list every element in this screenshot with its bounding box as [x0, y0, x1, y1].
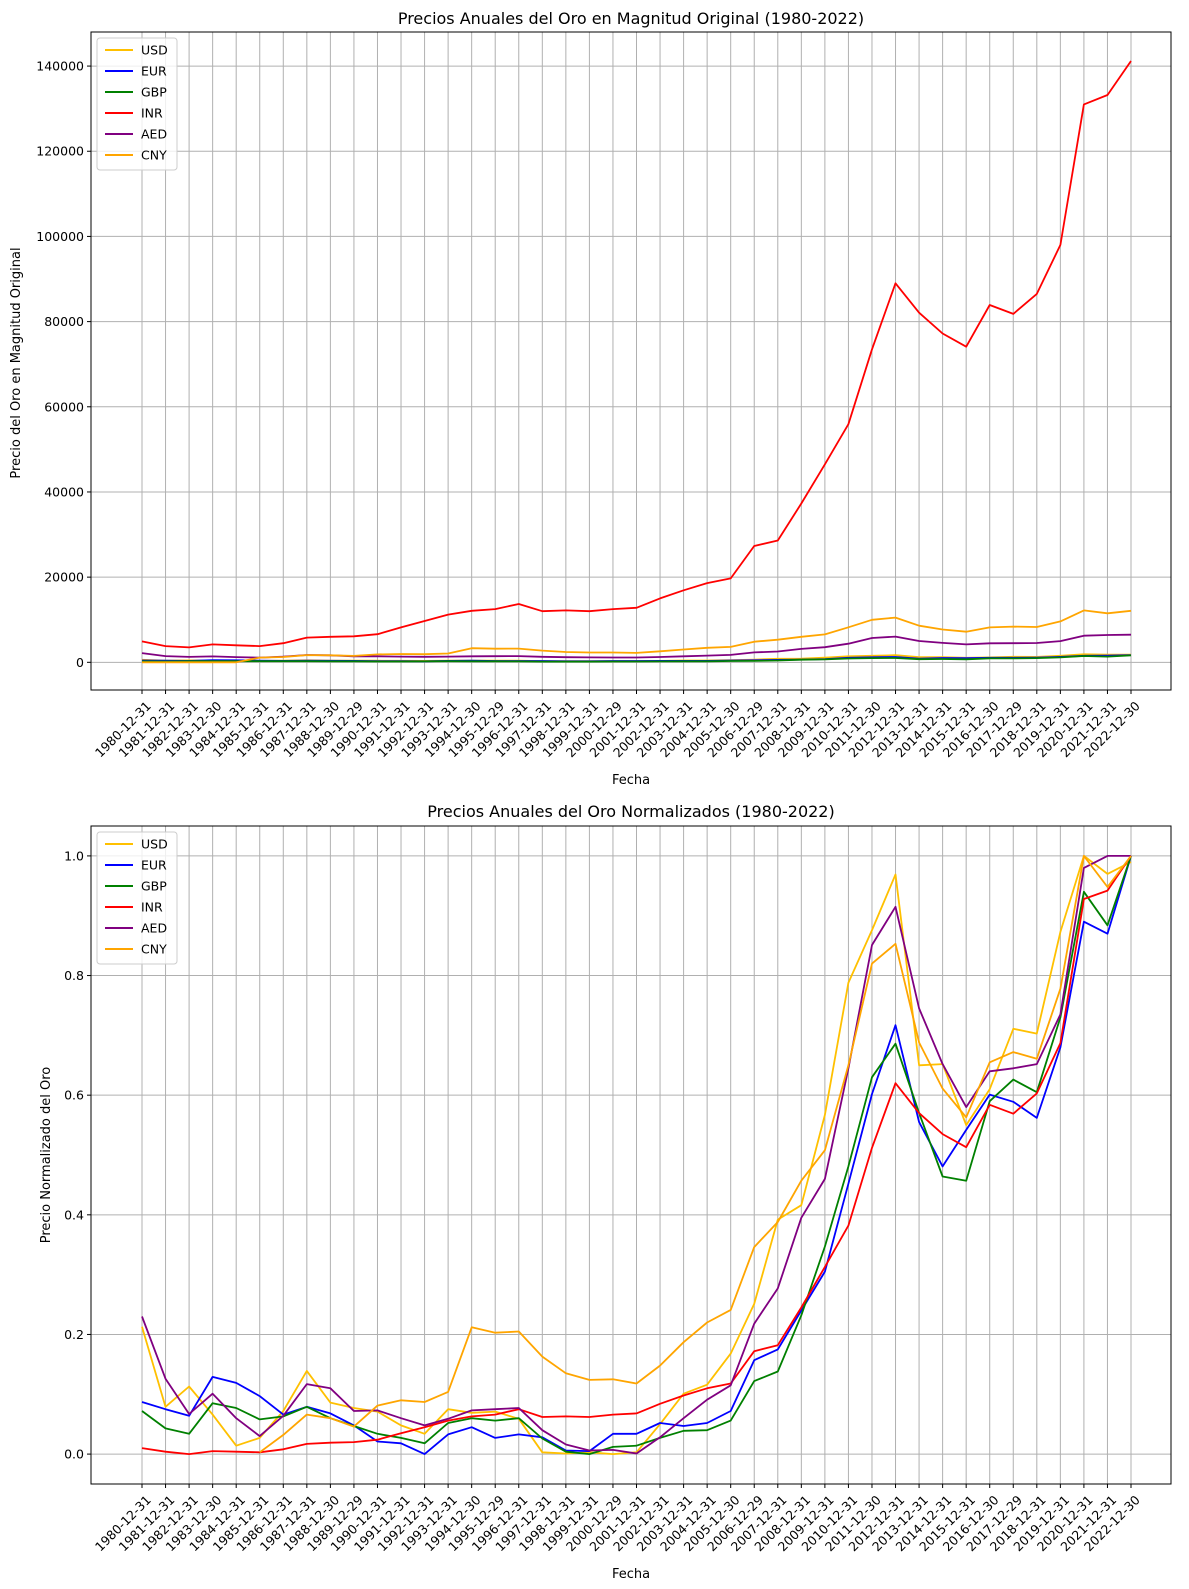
y-tick-label: 100000 [36, 229, 84, 244]
y-axis-label: Precio Normalizado del Oro [39, 1067, 54, 1244]
y-tick-label: 0.4 [64, 1207, 84, 1222]
legend-label-aed: AED [141, 127, 167, 142]
legend-label-aed: AED [141, 921, 167, 936]
x-ticks: 1980-12-311981-12-311982-12-311983-12-30… [92, 1484, 1143, 1554]
legend-label-gbp: GBP [141, 85, 167, 100]
plot-frame [90, 825, 1172, 1485]
y-tick-label: 60000 [44, 399, 84, 414]
legend-label-eur: EUR [141, 64, 167, 79]
legend-label-cny: CNY [141, 942, 167, 957]
series-line-cny [142, 609, 1132, 664]
y-tick-label: 80000 [44, 314, 84, 329]
legend-label-usd: USD [141, 837, 168, 852]
chart-normalized: Precios Anuales del Oro Normalizados (19… [39, 802, 1172, 1582]
y-tick-label: 0.2 [64, 1327, 84, 1342]
series-line-inr [141, 60, 1132, 649]
y-tick-label: 140000 [36, 59, 84, 74]
y-tick-label: 0.6 [64, 1088, 84, 1103]
y-tick-label: 0.0 [64, 1447, 84, 1462]
y-ticks: 0.0 0.2 0.4 0.6 0.8 1.0 [64, 848, 91, 1462]
series-lines [141, 855, 1132, 1455]
legend-label-inr: INR [141, 106, 163, 121]
legend-label-cny: CNY [141, 148, 167, 163]
plot-frame [90, 31, 1172, 691]
x-axis-label: Fecha [612, 773, 650, 788]
y-tick-label: 0.8 [64, 968, 84, 983]
y-tick-label: 0 [76, 655, 84, 670]
gridlines [91, 826, 1171, 1484]
series-line-gbp [141, 855, 1132, 1455]
series-line-cny [259, 855, 1132, 1454]
legend: USD EUR GBP INR AED CNY [96, 37, 178, 171]
series-line-gbp [141, 654, 1132, 663]
chart-title: Precios Anuales del Oro en Magnitud Orig… [398, 9, 864, 28]
chart-title: Precios Anuales del Oro Normalizados (19… [427, 802, 834, 821]
legend-label-inr: INR [141, 900, 163, 915]
y-axis-label: Precio del Oro en Magnitud Original [9, 247, 24, 478]
legend-label-gbp: GBP [141, 879, 167, 894]
legend-label-eur: EUR [141, 858, 167, 873]
series-lines [141, 60, 1132, 664]
legend: USD EUR GBP INR AED CNY [96, 831, 178, 965]
x-axis-label: Fecha [612, 1567, 650, 1582]
legend-label-usd: USD [141, 43, 168, 58]
y-ticks: 0 20000 40000 60000 80000 100000 120000 140000 [36, 59, 91, 670]
series-line-inr [141, 855, 1132, 1455]
y-tick-label: 120000 [36, 144, 84, 159]
y-tick-label: 40000 [44, 484, 84, 499]
series-line-aed [141, 855, 1131, 1455]
gridlines [91, 32, 1171, 690]
series-line-usd [141, 855, 1132, 1455]
y-tick-label: 20000 [44, 570, 84, 585]
y-tick-label: 1.0 [64, 848, 84, 863]
